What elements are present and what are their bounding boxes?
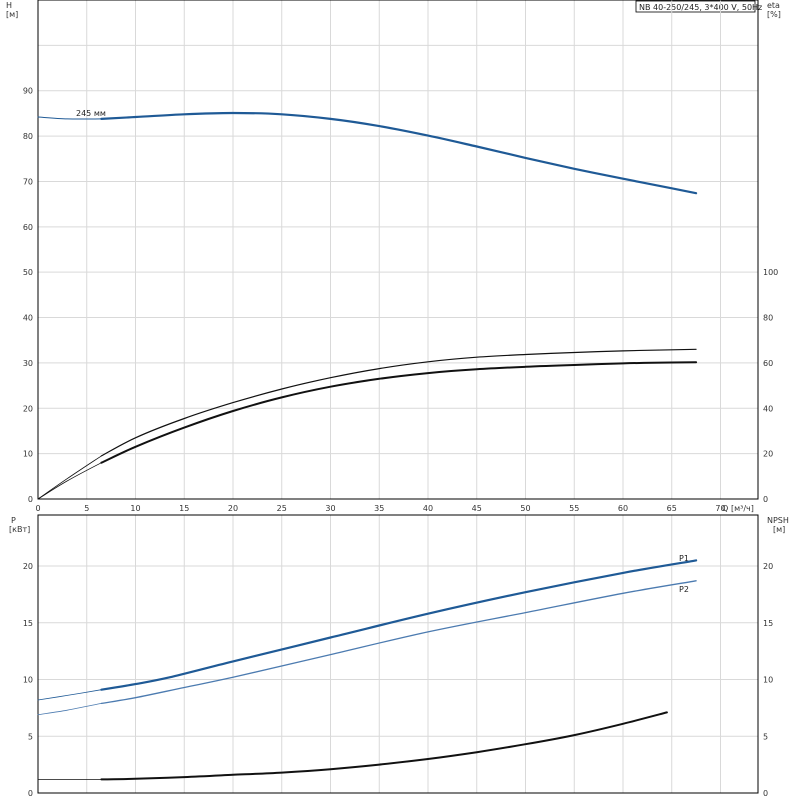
x-tick-label: 40 (423, 504, 433, 513)
impeller-diameter-annotation: 245 мм (76, 109, 106, 118)
npsh-axis-unit: [м] (773, 525, 785, 534)
eta-axis-unit: [%] (767, 10, 781, 19)
x-tick-label: 5 (84, 504, 89, 513)
pump-model-label: NB 40-250/245, 3*400 V, 50Hz (639, 3, 762, 12)
left-tick-label: 30 (23, 359, 33, 368)
left-tick-label: 0 (28, 789, 33, 798)
q-axis-label: Q (722, 504, 728, 513)
x-tick-label: 25 (277, 504, 287, 513)
series-line (37, 703, 102, 716)
left-tick-label: 90 (23, 87, 33, 96)
right-tick-label: 60 (763, 359, 773, 368)
right-tick-label: 100 (763, 268, 778, 277)
series-line (37, 116, 102, 120)
series-line (37, 689, 102, 701)
top-grid (38, 0, 758, 499)
p-axis-unit: [кВт] (9, 525, 30, 534)
left-tick-label: 5 (28, 732, 33, 741)
head-efficiency-chart: 0 10 20 30 40 50 60 70 80 90 0 20 40 60 80 100 0 5 10 15 20 2… (6, 0, 781, 513)
right-tick-label: 0 (763, 789, 768, 798)
right-tick-label: 20 (763, 450, 773, 459)
bottom-series (37, 559, 698, 781)
q-axis-unit: [м³/ч] (731, 504, 754, 513)
x-tick-label: 65 (667, 504, 677, 513)
x-tick-label: 30 (325, 504, 335, 513)
x-tick-label: 35 (374, 504, 384, 513)
p1-series-label: P1 (679, 554, 689, 563)
series-line (100, 711, 668, 781)
left-tick-label: 0 (28, 495, 33, 504)
eta-axis-label: eta (767, 1, 780, 10)
x-tick-label: 15 (179, 504, 189, 513)
left-tick-label: 50 (23, 268, 33, 277)
left-tick-label: 40 (23, 314, 33, 323)
h-axis-label: H (6, 1, 12, 10)
series-line (100, 361, 698, 464)
right-tick-label: 80 (763, 314, 773, 323)
series-line (100, 559, 698, 691)
series-line (100, 348, 697, 457)
left-tick-label: 20 (23, 562, 33, 571)
x-tick-label: 45 (472, 504, 482, 513)
top-series (37, 111, 698, 500)
right-tick-label: 5 (763, 732, 768, 741)
npsh-axis-label: NPSH (767, 516, 789, 525)
x-tick-label: 60 (618, 504, 628, 513)
right-tick-label: 40 (763, 404, 773, 413)
left-tick-label: 10 (23, 676, 33, 685)
x-tick-label: 55 (569, 504, 579, 513)
x-tick-label: 0 (35, 504, 40, 513)
x-tick-label: 20 (228, 504, 238, 513)
x-tick-label: 50 (520, 504, 530, 513)
right-tick-label: 10 (763, 676, 773, 685)
model-label-box: NB 40-250/245, 3*400 V, 50Hz (635, 0, 762, 13)
series-line (37, 462, 102, 500)
series-line (100, 111, 698, 195)
top-ticks: 0 10 20 30 40 50 60 70 80 90 0 20 40 60 80 100 0 5 10 15 20 2… (23, 87, 778, 513)
left-tick-label: 70 (23, 177, 33, 186)
left-tick-label: 20 (23, 404, 33, 413)
right-tick-label: 15 (763, 619, 773, 628)
p-axis-label: P (11, 516, 16, 525)
series-line (100, 580, 697, 705)
p2-series-label: P2 (679, 585, 689, 594)
bottom-chart-frame (37, 514, 759, 794)
right-tick-label: 0 (763, 495, 768, 504)
x-tick-label: 10 (130, 504, 140, 513)
bottom-grid (38, 515, 758, 793)
left-tick-label: 80 (23, 132, 33, 141)
h-axis-unit: [м] (6, 10, 18, 19)
power-npsh-chart: 0 5 10 15 20 0 5 10 15 20 P [кВт] NPSH [м] P1 P2 (9, 514, 789, 798)
left-tick-label: 15 (23, 619, 33, 628)
bottom-ticks: 0 5 10 15 20 0 5 10 15 20 (23, 562, 773, 798)
right-tick-label: 20 (763, 562, 773, 571)
left-tick-label: 10 (23, 450, 33, 459)
x-tick-label: 70 (715, 504, 725, 513)
top-chart-frame (37, 0, 759, 500)
left-tick-label: 60 (23, 223, 33, 232)
